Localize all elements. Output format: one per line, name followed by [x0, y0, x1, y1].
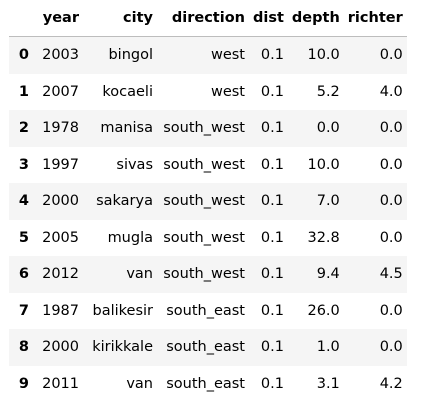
- cell-city: kocaeli: [102, 83, 153, 100]
- cell-richter: 0.0: [379, 156, 403, 173]
- header-row: year city direction dist depth richter: [9, 0, 407, 37]
- table-row: 7 1987 balikesir south_east 0.1 26.0 0.0: [9, 293, 407, 330]
- cell-dist: 0.1: [260, 302, 284, 319]
- cell-year: 2000: [42, 339, 79, 356]
- table-row: 8 2000 kirikkale south_east 0.1 1.0 0.0: [9, 329, 407, 366]
- cell-direction: south_west: [163, 229, 245, 246]
- cell-depth: 3.1: [316, 375, 340, 392]
- row-index: 9: [18, 375, 29, 392]
- cell-dist: 0.1: [260, 83, 284, 100]
- cell-year: 1978: [42, 120, 79, 137]
- cell-direction: south_east: [166, 339, 245, 356]
- cell-dist: 0.1: [260, 266, 284, 283]
- cell-dist: 0.1: [260, 47, 284, 64]
- cell-dist: 0.1: [260, 193, 284, 210]
- table-row: 4 2000 sakarya south_west 0.1 7.0 0.0: [9, 183, 407, 220]
- row-index: 7: [18, 302, 29, 319]
- cell-richter: 4.2: [379, 375, 403, 392]
- cell-dist: 0.1: [260, 156, 284, 173]
- cell-city: manisa: [100, 120, 153, 137]
- column-header-dist: dist: [249, 0, 288, 37]
- cell-city: van: [126, 375, 153, 392]
- cell-year: 1997: [42, 156, 79, 173]
- cell-richter: 0.0: [379, 193, 403, 210]
- cell-direction: west: [210, 83, 245, 100]
- cell-richter: 0.0: [379, 47, 403, 64]
- table-row: 2 1978 manisa south_west 0.1 0.0 0.0: [9, 110, 407, 147]
- cell-depth: 1.0: [316, 339, 340, 356]
- cell-richter: 4.0: [379, 83, 403, 100]
- cell-city: mugla: [107, 229, 153, 246]
- cell-depth: 0.0: [316, 120, 340, 137]
- cell-richter: 4.5: [379, 266, 403, 283]
- cell-direction: south_west: [163, 120, 245, 137]
- cell-city: balikesir: [92, 302, 154, 319]
- cell-richter: 0.0: [379, 120, 403, 137]
- row-index: 3: [18, 156, 29, 173]
- row-index: 1: [18, 83, 29, 100]
- cell-richter: 0.0: [379, 302, 403, 319]
- table-row: 0 2003 bingol west 0.1 10.0 0.0: [9, 36, 407, 74]
- table-row: 6 2012 van south_west 0.1 9.4 4.5: [9, 256, 407, 293]
- cell-year: 2011: [42, 375, 79, 392]
- cell-direction: south_east: [166, 375, 245, 392]
- cell-city: sakarya: [96, 193, 153, 210]
- table-header: year city direction dist depth richter: [9, 0, 407, 37]
- row-index: 0: [18, 47, 29, 64]
- cell-direction: south_east: [166, 302, 245, 319]
- column-header-city: city: [83, 0, 157, 37]
- row-index: 4: [18, 193, 29, 210]
- cell-year: 2012: [42, 266, 79, 283]
- cell-depth: 9.4: [316, 266, 340, 283]
- table-row: 9 2011 van south_east 0.1 3.1 4.2: [9, 366, 407, 403]
- column-header-direction: direction: [157, 0, 249, 37]
- row-index: 2: [18, 120, 29, 137]
- cell-depth: 10.0: [307, 47, 340, 64]
- row-index: 5: [18, 229, 29, 246]
- dataframe-output: year city direction dist depth richter 0…: [9, 0, 407, 402]
- cell-city: bingol: [108, 47, 153, 64]
- cell-depth: 7.0: [316, 193, 340, 210]
- cell-direction: west: [210, 47, 245, 64]
- row-index: 8: [18, 339, 29, 356]
- cell-depth: 10.0: [307, 156, 340, 173]
- cell-city: kirikkale: [92, 339, 153, 356]
- column-header-depth: depth: [287, 0, 344, 37]
- cell-year: 2007: [42, 83, 79, 100]
- index-header: [9, 0, 33, 37]
- row-index: 6: [18, 266, 29, 283]
- cell-richter: 0.0: [379, 229, 403, 246]
- cell-dist: 0.1: [260, 120, 284, 137]
- table-body: 0 2003 bingol west 0.1 10.0 0.0 1 2007 kocaeli wes…: [9, 36, 407, 403]
- cell-year: 2005: [42, 229, 79, 246]
- cell-direction: south_west: [163, 156, 245, 173]
- cell-depth: 5.2: [316, 83, 340, 100]
- cell-dist: 0.1: [260, 229, 284, 246]
- cell-dist: 0.1: [260, 375, 284, 392]
- table-row: 5 2005 mugla south_west 0.1 32.8 0.0: [9, 220, 407, 257]
- table-row: 1 2007 kocaeli west 0.1 5.2 4.0: [9, 74, 407, 111]
- cell-depth: 32.8: [307, 229, 340, 246]
- cell-year: 1987: [42, 302, 79, 319]
- cell-richter: 0.0: [379, 339, 403, 356]
- cell-direction: south_west: [163, 193, 245, 210]
- cell-city: van: [126, 266, 153, 283]
- cell-dist: 0.1: [260, 339, 284, 356]
- cell-city: sivas: [116, 156, 153, 173]
- cell-depth: 26.0: [307, 302, 340, 319]
- column-header-richter: richter: [343, 0, 407, 37]
- cell-direction: south_west: [163, 266, 245, 283]
- table-row: 3 1997 sivas south_west 0.1 10.0 0.0: [9, 147, 407, 184]
- column-header-year: year: [33, 0, 83, 37]
- cell-year: 2000: [42, 193, 79, 210]
- dataframe-table: year city direction dist depth richter 0…: [9, 0, 407, 402]
- cell-year: 2003: [42, 47, 79, 64]
